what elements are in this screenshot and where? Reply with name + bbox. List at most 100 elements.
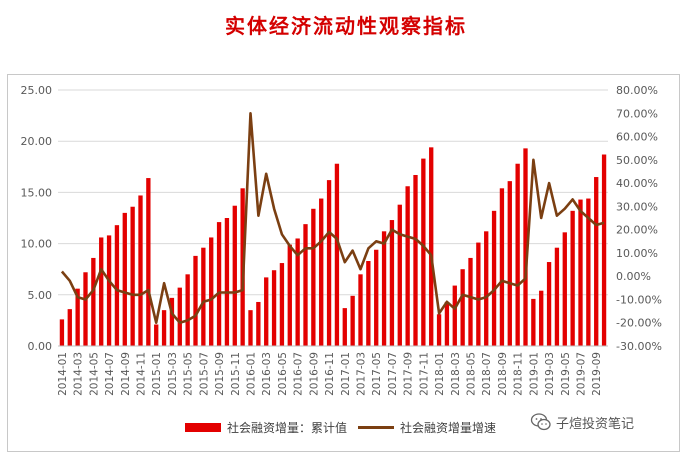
growth-line: [60, 111, 605, 324]
x-tick-label: 2019-01: [528, 352, 540, 396]
bar: [507, 181, 512, 346]
legend-line-swatch: [358, 425, 394, 429]
bar: [271, 270, 277, 346]
bar: [185, 274, 190, 346]
chart-frame: 0.00 5.00 10.00 15.00 20.00 25.00 -30.00% -20.0…: [7, 74, 680, 452]
y-right-tick-label: 30.00%: [616, 200, 658, 213]
x-tick-label: 2014-09: [120, 352, 132, 396]
bar: [381, 231, 387, 346]
bar: [91, 257, 96, 346]
bar: [248, 310, 253, 346]
legend-label-cumulative: 社会融资增量：累计值: [227, 420, 348, 435]
y-left-tick-label: 5.00: [28, 289, 53, 302]
y-right-tick-label: 40.00%: [616, 177, 658, 190]
bar: [436, 314, 442, 346]
x-tick-label: 2018-05: [466, 352, 478, 396]
x-tick-label: 2017-07: [387, 352, 399, 396]
bar: [59, 319, 65, 346]
wechat-icon: [530, 413, 551, 431]
y-right-tick-label: 80.00%: [616, 84, 658, 97]
bar: [594, 177, 599, 346]
y-right-tick-label: 10.00%: [616, 247, 658, 260]
bar: [169, 297, 175, 346]
legend-label-growth: 社会融资增量增速: [400, 420, 497, 435]
x-tick-label: 2017-11: [418, 352, 430, 396]
x-tick-label: 2016-07: [293, 352, 305, 396]
legend-bar-swatch: [185, 422, 221, 432]
x-tick-label: 2018-11: [513, 352, 525, 396]
bar: [562, 232, 567, 346]
bar: [146, 178, 151, 346]
bar: [106, 235, 112, 346]
x-tick-label: 2015-09: [214, 352, 226, 396]
x-tick-label: 2018-07: [481, 352, 493, 396]
bar: [546, 262, 552, 346]
bar: [397, 204, 402, 346]
bar: [444, 301, 450, 346]
bar: [154, 324, 159, 346]
bar: [193, 255, 198, 346]
x-tick-label: 2016-03: [261, 352, 273, 396]
bar: [130, 206, 135, 346]
bar: [476, 242, 481, 346]
bar: [413, 174, 418, 346]
bar: [295, 238, 300, 346]
watermark-text: 子煊投资笔记: [556, 416, 635, 432]
bar: [99, 237, 104, 346]
bar: [264, 277, 269, 346]
y-left-tick-label: 10.00: [21, 238, 53, 251]
bar: [342, 308, 347, 346]
x-tick-label: 2016-01: [246, 352, 258, 396]
x-tick-label: 2018-09: [497, 352, 509, 396]
y-right-tick-label: -30.00%: [616, 340, 662, 353]
bar: [586, 198, 591, 346]
bar: [531, 298, 536, 346]
x-tick-label: 2014-03: [73, 352, 85, 396]
chart: 0.00 5.00 10.00 15.00 20.00 25.00 -30.00% -20.0…: [21, 84, 662, 396]
bar: [468, 257, 473, 346]
y-right-tick-label: 60.00%: [616, 131, 658, 144]
x-tick-label: 2017-03: [356, 352, 368, 396]
x-tick-label: 2014-05: [88, 352, 100, 396]
bar: [75, 288, 80, 346]
bar: [287, 244, 292, 346]
legend-item-growth: 社会融资增量增速: [358, 419, 496, 435]
x-tick-label: 2019-09: [591, 352, 603, 396]
bar: [389, 220, 395, 346]
bar: [279, 263, 285, 346]
bar: [83, 272, 88, 346]
x-tick-label: 2015-01: [151, 352, 163, 396]
bar: [601, 154, 607, 346]
bar: [201, 247, 206, 346]
bar: [358, 274, 363, 346]
bar: [374, 249, 379, 346]
x-tick-label: 2015-07: [198, 352, 210, 396]
bar: [256, 301, 261, 346]
bar: [177, 287, 182, 346]
x-tick-label: 2015-05: [183, 352, 195, 396]
bar: [491, 210, 497, 346]
x-tick-label: 2017-01: [340, 352, 352, 396]
bar: [319, 198, 324, 346]
x-tick-label: 2016-09: [308, 352, 320, 396]
bar: [515, 163, 520, 346]
legend-item-cumulative: 社会融资增量：累计值: [185, 419, 347, 435]
y-right-tick-label: -10.00%: [616, 293, 662, 306]
bar: [161, 310, 167, 346]
x-tick-label: 2017-09: [403, 352, 415, 396]
bar: [216, 222, 222, 346]
x-tick-label: 2014-07: [104, 352, 116, 396]
y-right-tick-label: -20.00%: [616, 317, 662, 330]
y-left-tick-label: 20.00: [21, 135, 53, 148]
x-tick-label: 2018-03: [450, 352, 462, 396]
bar: [350, 295, 355, 346]
bar: [405, 186, 410, 346]
bar: [452, 285, 457, 346]
x-tick-label: 2019-03: [544, 352, 556, 396]
x-tick-label: 2019-05: [560, 352, 572, 396]
y-left-tick-label: 0.00: [28, 340, 53, 353]
bar: [209, 237, 214, 346]
y-right-tick-label: 0.00%: [616, 270, 651, 283]
bar: [460, 269, 465, 346]
bar: [334, 163, 340, 346]
